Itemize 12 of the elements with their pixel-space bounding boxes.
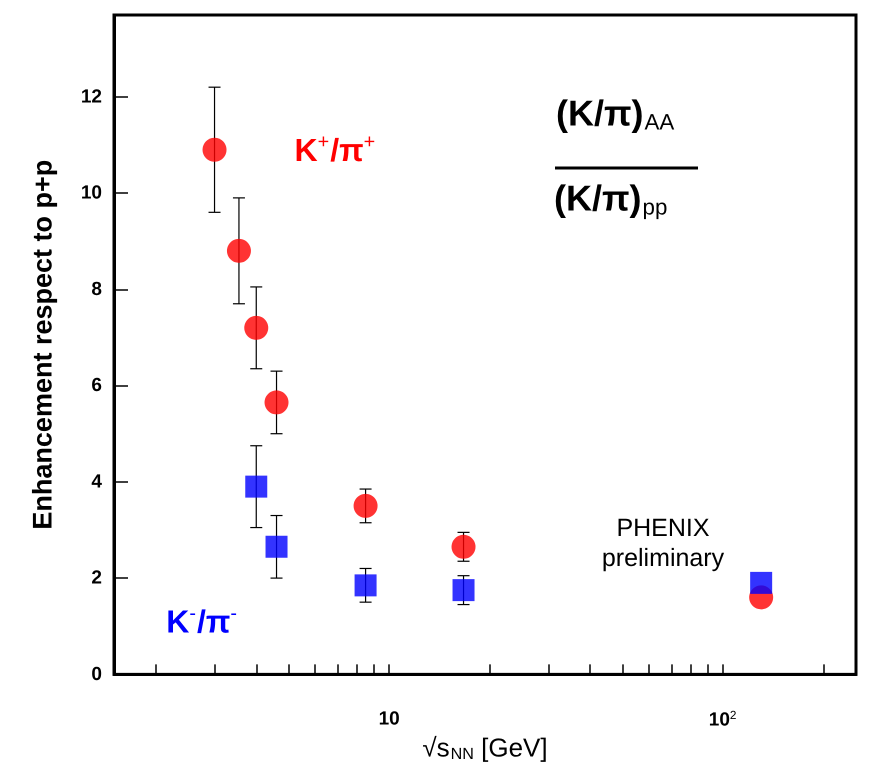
y-tick-label: 0: [91, 664, 102, 685]
y-tick-label: 6: [91, 375, 102, 396]
x-axis-title: √sNN [GeV]: [422, 732, 548, 763]
y-tick-label: 10: [80, 182, 102, 204]
y-tick-label: 4: [91, 471, 102, 492]
y-tick-label: 8: [91, 278, 102, 300]
y-axis-title: Enhancement respect to p+p: [28, 160, 58, 530]
y-tick-label: 2: [91, 568, 102, 589]
annotation: PHENIX preliminary: [602, 514, 725, 572]
series-label: K-/π-: [166, 602, 237, 640]
text: K+/π+: [294, 130, 376, 168]
y-tick-label: 12: [80, 86, 102, 108]
